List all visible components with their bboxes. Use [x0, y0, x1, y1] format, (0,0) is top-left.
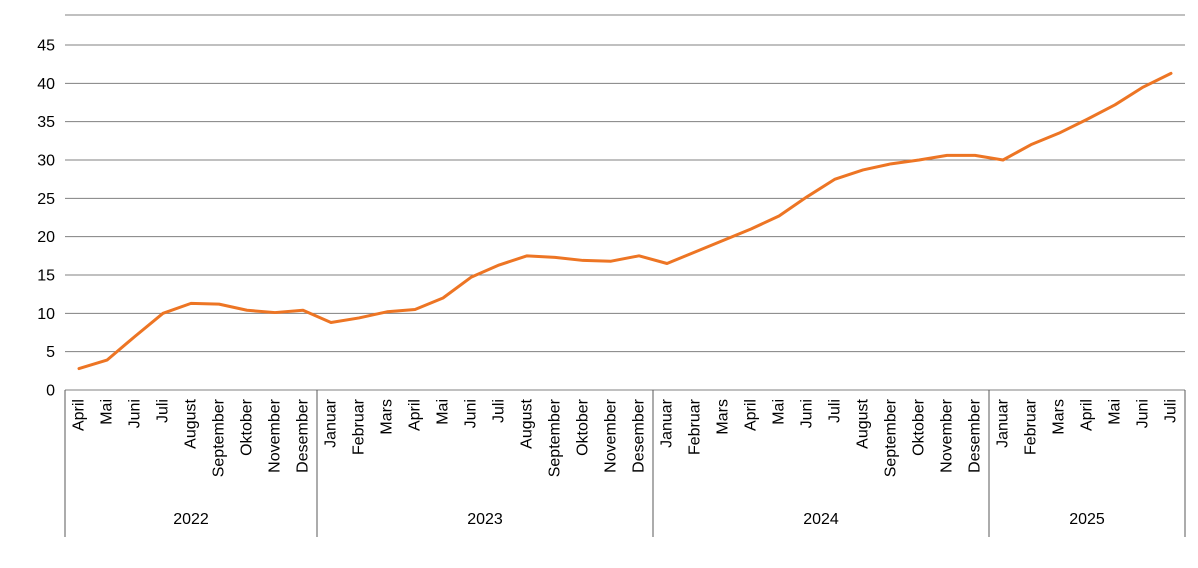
month-tick-label: Mai [771, 399, 788, 425]
month-tick-label: Oktober [911, 398, 928, 456]
year-label: 2025 [1069, 511, 1105, 528]
month-tick-label: September [547, 398, 564, 477]
month-tick-label: November [939, 398, 956, 472]
year-label: 2024 [803, 511, 839, 528]
y-tick-label: 0 [46, 383, 55, 400]
month-tick-label: Desember [967, 398, 984, 472]
month-tick-label: Mars [1051, 399, 1068, 435]
month-tick-label: Juni [127, 399, 144, 428]
month-tick-label: Juni [799, 399, 816, 428]
year-label: 2023 [467, 511, 503, 528]
month-tick-label: November [267, 398, 284, 472]
month-tick-label: November [603, 398, 620, 472]
month-tick-label: Mai [435, 399, 452, 425]
month-tick-label: August [183, 398, 200, 448]
month-tick-label: Juli [155, 399, 172, 423]
month-tick-label: September [883, 398, 900, 477]
month-tick-label: April [1079, 399, 1096, 431]
month-tick-label: Juni [1135, 399, 1152, 428]
month-tick-label: April [407, 399, 424, 431]
y-tick-label: 45 [37, 38, 55, 55]
month-tick-label: Juli [827, 399, 844, 423]
month-tick-label: Mai [1107, 399, 1124, 425]
month-tick-label: September [211, 398, 228, 477]
month-tick-label: Oktober [575, 398, 592, 456]
month-tick-label: Februar [1023, 398, 1040, 455]
month-tick-label: Januar [995, 398, 1012, 448]
month-tick-label: Desember [295, 398, 312, 472]
y-tick-label: 10 [37, 306, 55, 323]
month-tick-label: Juli [491, 399, 508, 423]
y-tick-label: 5 [46, 344, 55, 361]
month-tick-label: August [519, 398, 536, 448]
month-tick-label: August [855, 398, 872, 448]
month-tick-label: April [743, 399, 760, 431]
series-line [77, 71, 1173, 371]
month-tick-label: Juli [1163, 399, 1180, 423]
month-tick-label: Januar [659, 398, 676, 448]
year-label: 2022 [173, 511, 209, 528]
month-tick-label: Mars [379, 399, 396, 435]
y-tick-label: 15 [37, 268, 55, 285]
month-tick-label: Mars [715, 399, 732, 435]
month-tick-label: Oktober [239, 398, 256, 456]
month-tick-label: Desember [631, 398, 648, 472]
y-tick-label: 25 [37, 191, 55, 208]
month-tick-label: Juni [463, 399, 480, 428]
y-tick-label: 35 [37, 114, 55, 131]
month-tick-label: Mai [99, 399, 116, 425]
y-tick-label: 20 [37, 229, 55, 246]
month-tick-label: Februar [351, 398, 368, 455]
y-tick-label: 40 [37, 76, 55, 93]
y-tick-label: 30 [37, 153, 55, 170]
month-tick-label: Februar [687, 398, 704, 455]
month-tick-label: April [71, 399, 88, 431]
month-tick-label: Januar [323, 398, 340, 448]
